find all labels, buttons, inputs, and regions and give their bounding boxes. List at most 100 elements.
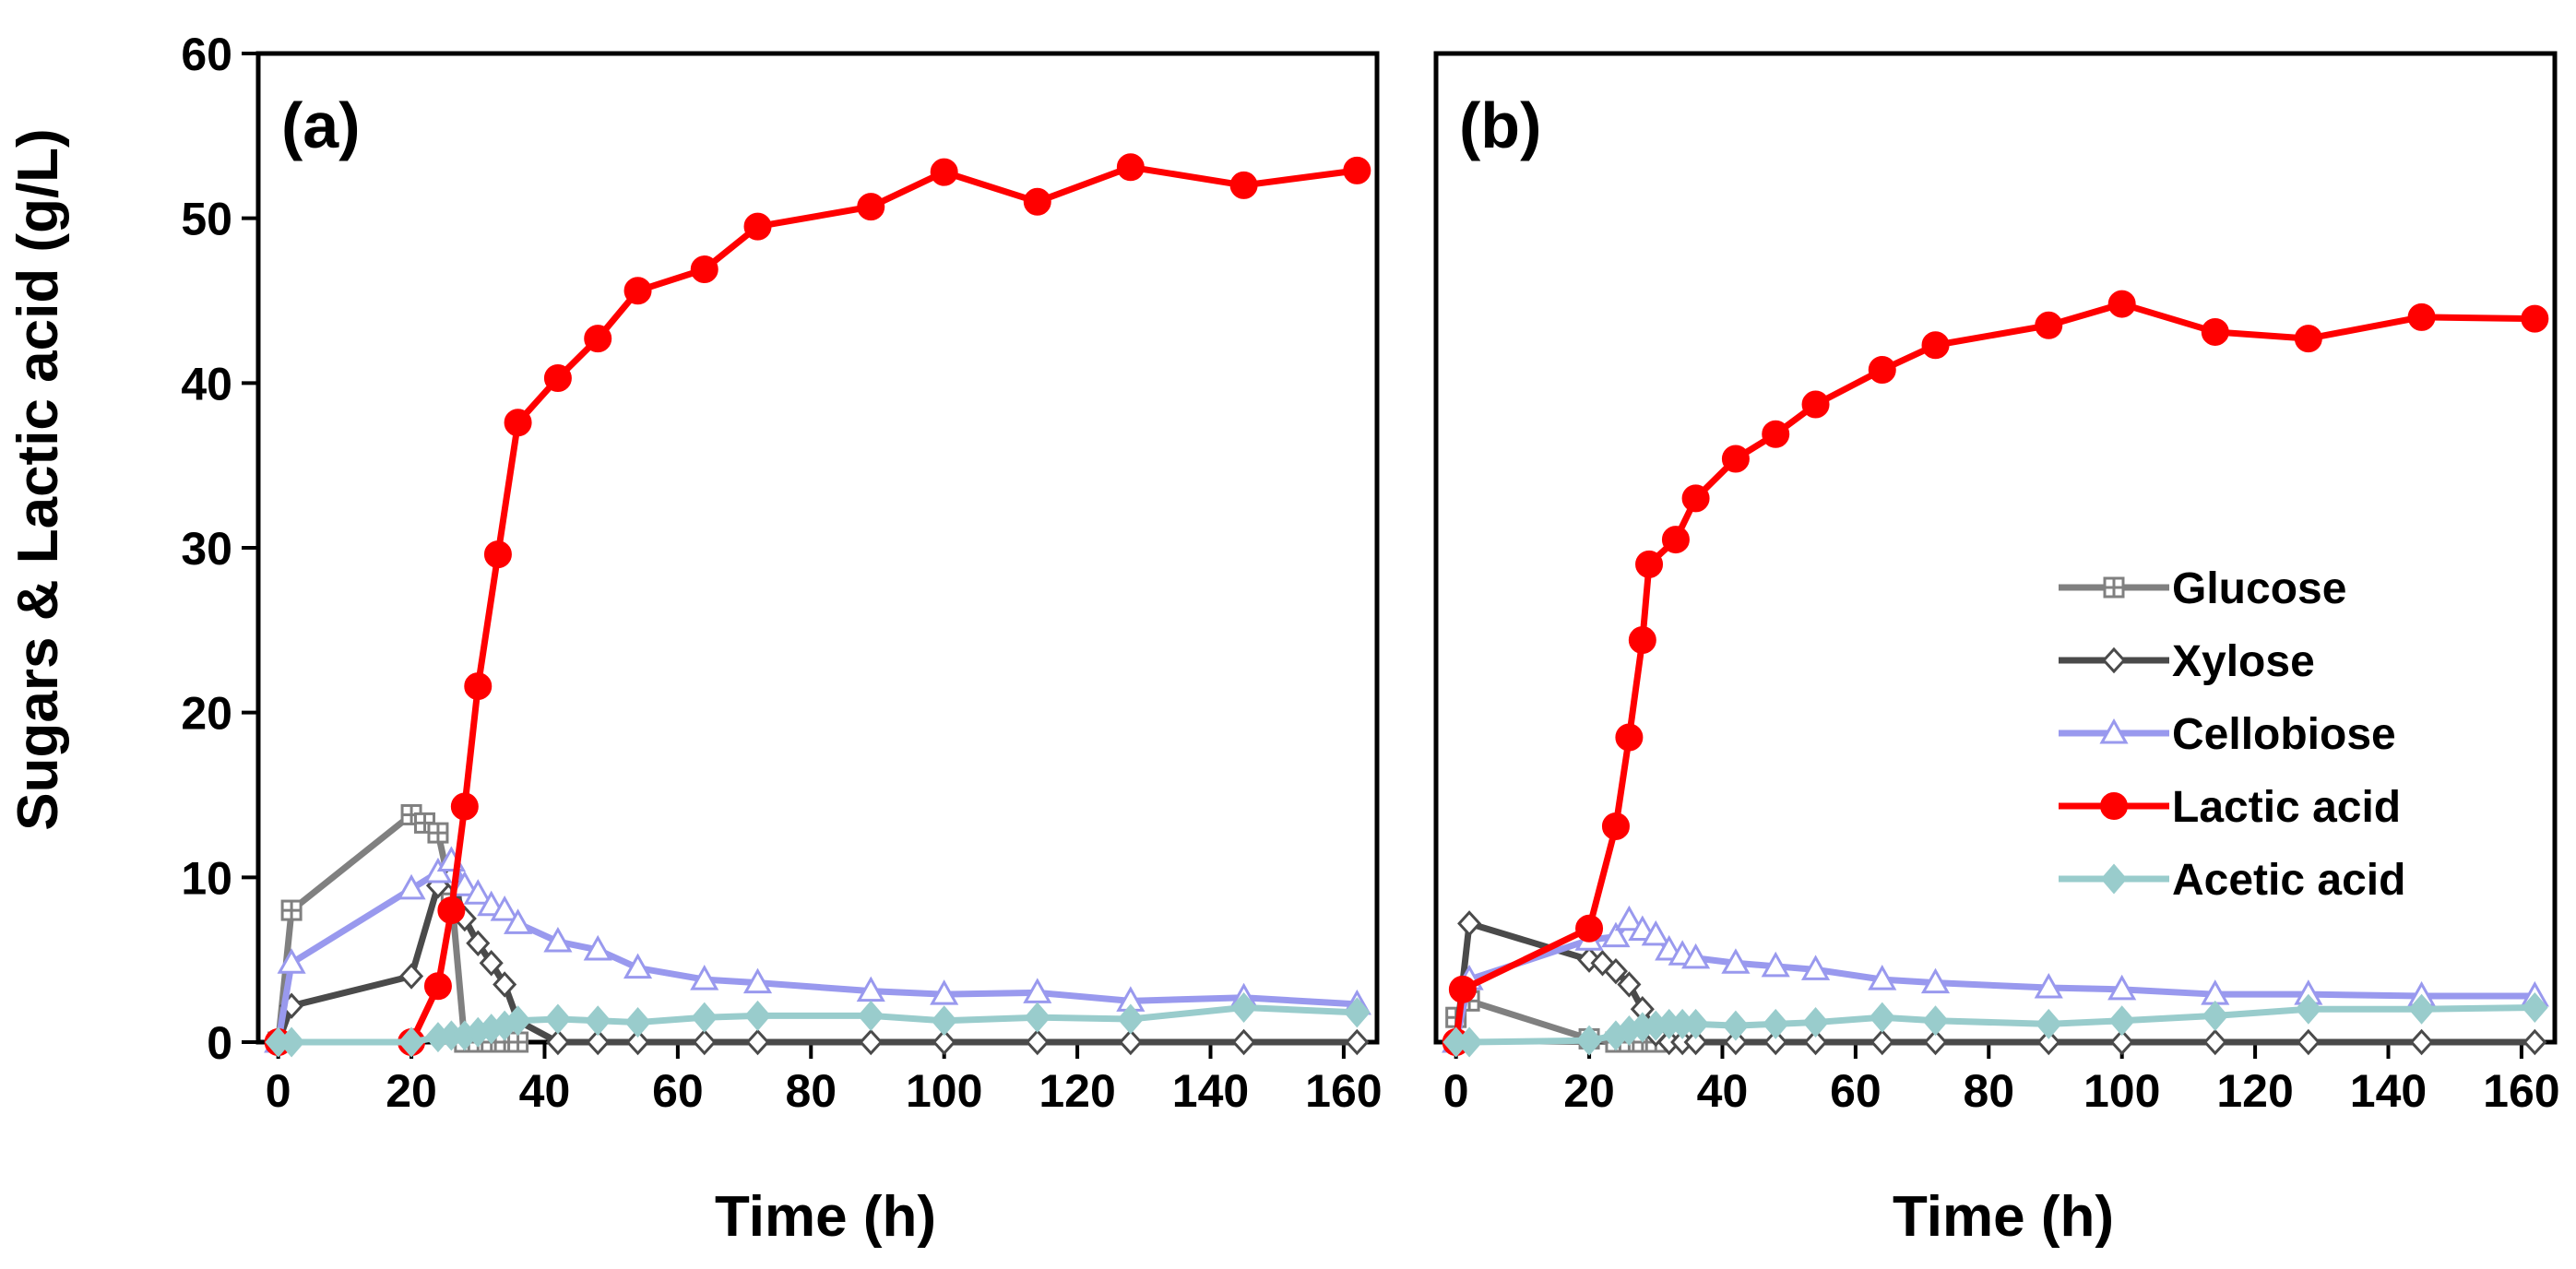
panel-a-glucose-point [280, 899, 303, 921]
panel-a-xylose-point [859, 1028, 884, 1056]
panel-b-lactic-acid-point [1801, 390, 1830, 419]
panel-a-series-glucose [267, 803, 529, 1053]
legend-label-cellobiose: Cellobiose [2172, 710, 2396, 759]
panel-a-cellobiose-point [543, 926, 573, 953]
panel-a-lactic-acid-point [504, 409, 532, 437]
panel-a-acetic-acid-point [278, 1026, 305, 1058]
panel-a-series [264, 153, 1371, 1058]
panel-b-lactic-acid-line [1453, 301, 2535, 1043]
panel-a-xylose-point [1118, 1028, 1143, 1056]
panel-b-series-cellobiose [1442, 905, 2549, 1053]
panel-b-xylose-point [1803, 1028, 1828, 1056]
legend-item-glucose: Glucose [2059, 564, 2346, 613]
panel-a-cellobiose-point [1023, 978, 1052, 1003]
panel-b-acetic-acid-point [1575, 1025, 1603, 1056]
legend-marker-cellobiose [2099, 718, 2129, 744]
panel-b-lactic-acid-point [2107, 290, 2136, 318]
panel-b-x-tick-label-60: 60 [1830, 1065, 1882, 1117]
panel-b-xylose-point [1617, 971, 1642, 998]
panel-b-x-tick-label-40: 40 [1697, 1065, 1749, 1117]
panel-b-xylose-point [1683, 1028, 1708, 1056]
panel-b-cellobiose-point [1601, 921, 1631, 948]
panel-a-xylose-point [1231, 1028, 1256, 1056]
panel-b-xylose-point [1723, 1028, 1748, 1056]
panel-b-acetic-acid-point [2202, 1000, 2229, 1031]
panel-a: (a) Time (h) 0 20 40 60 80 100 120 140 160 0 10 20 3… [181, 29, 1382, 1249]
panel-b-acetic-acid-point [1455, 1026, 1483, 1058]
panel-a-lactic-acid-point [483, 540, 512, 569]
panel-b-lactic-acid-point [1721, 445, 1750, 473]
panel-a-acetic-acid-point [1024, 1002, 1051, 1033]
panel-a-lactic-acid-point [690, 255, 718, 284]
panel-a-cellobiose-point [856, 976, 885, 1002]
panel-b-lactic-acid-point [1628, 626, 1656, 655]
panel-b-lactic-acid-point [1635, 550, 1664, 578]
panel-a-xylose-point [479, 950, 504, 977]
panel-b-lactic-acid-point [1921, 331, 1950, 360]
panel-a-acetic-acid-point [398, 1026, 425, 1058]
legend-item-cellobiose: Cellobiose [2059, 710, 2396, 759]
panel-a-acetic-acid-point [584, 1005, 611, 1037]
panel-a-lactic-acid-point [450, 792, 479, 821]
panel-b-cellobiose-point [2107, 974, 2137, 1001]
panel-b-cellobiose-point [1681, 943, 1711, 969]
panel-b-series-acetic-acid [1442, 991, 2548, 1058]
panel-b-x-tick-label-0: 0 [1443, 1065, 1469, 1117]
panel-a-xylose-point [545, 1028, 570, 1056]
panel-a-cellobiose-point [583, 934, 612, 961]
panel-a-x-tick-label-80: 80 [785, 1065, 837, 1117]
panel-a-xylose-point [466, 930, 491, 957]
panel-b-acetic-acid-point [1922, 1005, 1949, 1037]
legend-label-lactic-acid: Lactic acid [2172, 783, 2401, 832]
panel-b-cellobiose-point [1614, 905, 1644, 931]
panel-a-acetic-acid-point [744, 1000, 771, 1031]
panel-b-lactic-acid-point [1448, 975, 1477, 1003]
panel-a-acetic-acid-point [544, 1003, 572, 1035]
panel-b-cellobiose-point [1868, 965, 1897, 990]
panel-b-lactic-acid-point [1661, 526, 1690, 554]
panel-a-lactic-acid-point [464, 672, 493, 701]
panel-a-cellobiose-point [450, 871, 480, 896]
panel-a-lactic-acid-point [623, 277, 652, 305]
panel-b-acetic-acid-point [1682, 1008, 1709, 1039]
panel-a-xylose-point [745, 1028, 770, 1056]
panel-b-series [1442, 290, 2549, 1058]
panel-b-cellobiose-point [1761, 951, 1790, 978]
panel-a-lactic-acid-point [1229, 171, 1258, 199]
panel-b-series-xylose [1443, 910, 2547, 1056]
panel-b-lactic-acid-point [2521, 304, 2549, 333]
panel-b-xylose-point [2296, 1028, 2321, 1056]
panel-b-lactic-acid-point [2035, 311, 2063, 339]
panel-b-lactic-acid-point [1575, 914, 1604, 943]
panel-a-acetic-acid-point [1117, 1003, 1145, 1035]
panel-b-ticks: 0 20 40 60 80 100 120 140 160 [1443, 1042, 2560, 1117]
legend-item-lactic-acid: Lactic acid [2059, 783, 2401, 832]
panel-b-lactic-acid-point [1681, 484, 1710, 513]
panel-b-lactic-acid-point [2407, 302, 2436, 331]
panel-a-acetic-acid-point [624, 1007, 651, 1038]
panel-b-acetic-acid-point [1802, 1007, 1829, 1038]
panel-b-acetic-acid-point [1762, 1008, 1789, 1039]
panel-b-lactic-acid-point [2201, 317, 2229, 346]
panel-a-xylose-point [586, 1028, 611, 1056]
panel-a-cellobiose-point [742, 967, 773, 994]
panel-b-x-tick-label-100: 100 [2083, 1065, 2160, 1117]
panel-b-series-lactic-acid [1442, 290, 2549, 1056]
legend: Glucose Xylose Cellobiose Lactic acid Acetic… [2059, 564, 2405, 905]
panel-a-ticks: 0 20 40 60 80 100 120 140 160 0 10 20 30 40 50 60 [181, 29, 1382, 1117]
panel-a-y-tick-label-30: 30 [181, 523, 232, 575]
panel-a-y-tick-label-50: 50 [181, 194, 232, 245]
legend-marker-glucose [2103, 576, 2125, 599]
panel-a-glucose-line [275, 811, 518, 1046]
panel-a-lactic-acid-point [1116, 153, 1145, 182]
panel-a-xylose-point [1345, 1028, 1370, 1056]
panel-a-acetic-acid-point [931, 1005, 958, 1037]
panel-b-cellobiose-point [1721, 948, 1751, 974]
panel-b-lactic-acid-point [2294, 325, 2322, 353]
panel-a-xylose-point [692, 1028, 717, 1056]
panel-a-lactic-acid-point [743, 212, 772, 241]
panel-a-acetic-acid-point [1230, 991, 1257, 1024]
panel-b-xylose-point [1870, 1028, 1894, 1056]
